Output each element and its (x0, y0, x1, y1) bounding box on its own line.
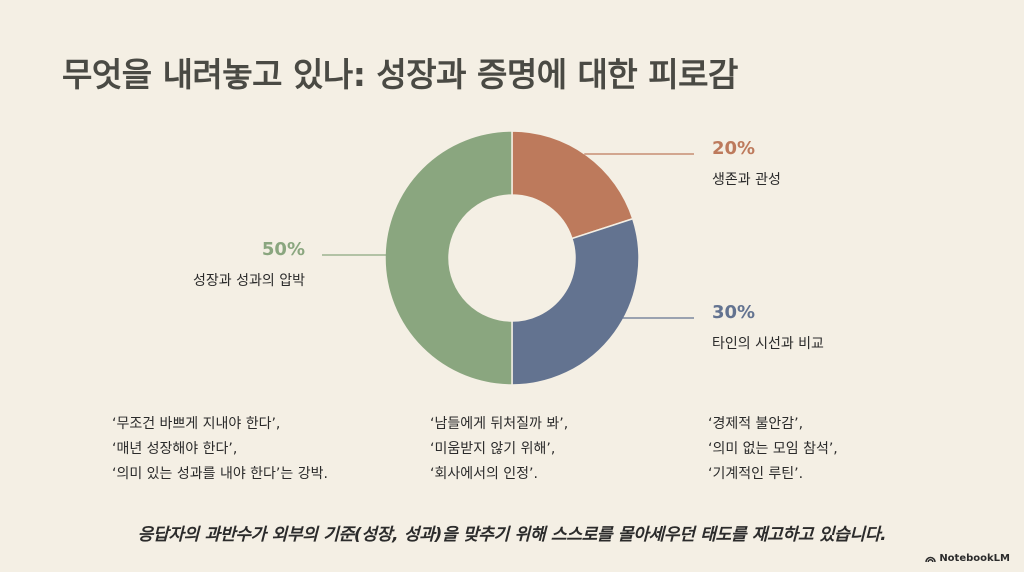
notebooklm-logo-icon (925, 556, 937, 562)
note-line: ‘무조건 바쁘게 지내야 한다’, (112, 416, 281, 432)
slice-percent-label: 30% (712, 302, 755, 323)
note-line: ‘의미 있는 성과를 내야 한다’는 강박. (112, 466, 328, 482)
note-line: ‘미움받지 않기 위해’, (430, 441, 556, 457)
logo-text: NotebookLM (939, 553, 1010, 564)
note-line: ‘남들에게 뒤처질까 봐’, (430, 416, 569, 432)
slice-percent-label: 20% (712, 138, 755, 159)
slice-category-label: 생존과 관성 (712, 172, 781, 188)
note-line: ‘경제적 불안감’, (708, 416, 804, 432)
donut-slice-1 (511, 217, 640, 386)
donut-slice-2 (384, 130, 513, 386)
note-line: ‘회사에서의 인정’. (430, 466, 538, 482)
summary-text: 응답자의 과반수가 외부의 기준(성장, 성과)을 맞추기 위해 스스로를 몰아… (137, 525, 887, 545)
note-column-survival: ‘경제적 불안감’, ‘의미 없는 모임 참석’, ‘기계적인 루틴’. (708, 412, 838, 487)
slice-category-label: 타인의 시선과 비교 (712, 336, 824, 352)
note-line: ‘기계적인 루틴’. (708, 466, 804, 482)
page-title: 무엇을 내려놓고 있나: 성장과 증명에 대한 피로감 (62, 55, 738, 94)
note-column-others: ‘남들에게 뒤처질까 봐’, ‘미움받지 않기 위해’, ‘회사에서의 인정’. (430, 412, 568, 487)
notebooklm-logo: NotebookLM (925, 553, 1010, 564)
slice-percent-label: 50% (262, 239, 305, 260)
slice-category-label: 성장과 성과의 압박 (193, 273, 305, 289)
note-line: ‘의미 없는 모임 참석’, (708, 441, 838, 457)
note-column-growth: ‘무조건 바쁘게 지내야 한다’, ‘매년 성장해야 한다’, ‘의미 있는 성… (112, 412, 328, 487)
donut-slice-0 (511, 130, 634, 240)
note-line: ‘매년 성장해야 한다’, (112, 441, 238, 457)
